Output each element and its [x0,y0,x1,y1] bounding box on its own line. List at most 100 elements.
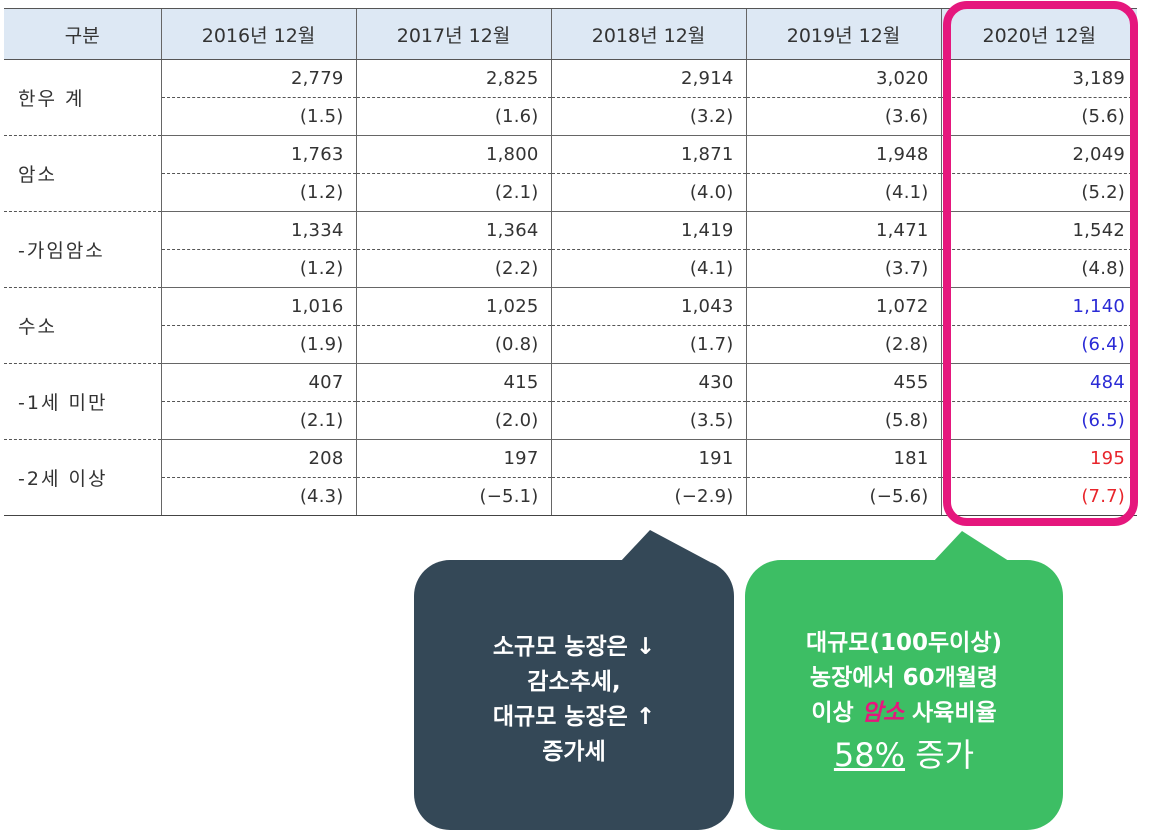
table-cell: 208 [160,439,356,478]
callout-left-tail [620,530,710,562]
table-cell: (5.2) [940,173,1137,212]
table-cell: (7.7) [940,477,1137,516]
table-cell: 1,334 [160,211,356,250]
callout-right-line: 대규모(100두이상) [806,629,1002,656]
table-row: -가임암소 1,334 1,364 1,419 1,471 1,542 [4,211,1137,288]
table-cell: 455 [745,363,941,402]
table-row: 수소 1,016 1,025 1,043 1,072 1,140 [4,287,1137,364]
row-label: -2세 이상 [4,439,161,516]
column-2020-highlight [943,1,1138,526]
table-cell: (2.8) [745,325,941,364]
table-cell: (1.9) [160,325,356,364]
table-cell: 1,043 [550,287,746,326]
callout-right-highlight-line: 58% 증가 [834,735,974,775]
table-cell: (1.2) [160,249,356,288]
callout-right-line: 이상 암소 사육비율 [811,696,996,731]
table-cell: 1,871 [550,135,746,174]
header-category: 구분 [4,8,161,60]
table-cell: (2.1) [160,401,356,440]
table-cell: 407 [160,363,356,402]
table-cell: (1.5) [160,97,356,136]
table-cell: 2,049 [940,135,1137,174]
table-cell: 1,763 [160,135,356,174]
table-cell: (6.5) [940,401,1137,440]
table-cell: (−5.6) [745,477,941,516]
table-cell: 2,914 [550,59,746,98]
callout-right: 대규모(100두이상) 농장에서 60개월령 이상 암소 사육비율 58% 증가 [745,560,1063,830]
table-cell: 1,025 [355,287,551,326]
row-label: 암소 [4,135,161,212]
table-row: -2세 이상 208 197 191 181 195 [4,439,1137,516]
header-row: 구분 2016년 12월 2017년 12월 2018년 12월 2019년 1… [4,8,1137,60]
table-cell: 1,140 [940,287,1137,326]
table-cell: 415 [355,363,551,402]
callout-right-text: 이상 [811,699,862,726]
callout-right-line: 농장에서 60개월령 [809,664,999,691]
table-row-pct: (4.3) (−5.1) (−2.9) (−5.6) (7.7) [4,477,1137,516]
table-cell: (4.1) [550,249,746,288]
callout-left-line: 감소추세, [527,669,621,695]
table-cell: 1,072 [745,287,941,326]
table-cell: 195 [940,439,1137,478]
callout-left-line: 소규모 농장은 ↓ [492,634,656,660]
table-cell: 1,419 [550,211,746,250]
header-2018: 2018년 12월 [550,8,746,60]
header-2016: 2016년 12월 [160,8,356,60]
callout-left-line: 증가세 [542,739,606,765]
callout-right-text: 사육비율 [904,699,997,726]
table-cell: (3.2) [550,97,746,136]
callout-right-text: 증가 [905,735,975,774]
table-cell: (3.7) [745,249,941,288]
table-cell: 3,020 [745,59,941,98]
table-cell: (4.3) [160,477,356,516]
table-cell: 1,364 [355,211,551,250]
table-row-pct: (2.1) (2.0) (3.5) (5.8) (6.5) [4,401,1137,440]
table-cell: 1,948 [745,135,941,174]
table-cell: (4.8) [940,249,1137,288]
callout-right-percent: 58% [833,735,906,774]
table-cell: 191 [550,439,746,478]
table-cell: (5.6) [940,97,1137,136]
table-row-pct: (1.9) (0.8) (1.7) (2.8) (6.4) [4,325,1137,364]
cattle-stats-table: 구분 2016년 12월 2017년 12월 2018년 12월 2019년 1… [4,8,1137,516]
table-cell: 1,016 [160,287,356,326]
table-row-pct: (1.2) (2.1) (4.0) (4.1) (5.2) [4,173,1137,212]
table-cell: 1,542 [940,211,1137,250]
callout-right-emphasis: 암소 [861,699,904,726]
table-cell: 2,825 [355,59,551,98]
table-cell: (6.4) [940,325,1137,364]
table-cell: 1,471 [745,211,941,250]
table-cell: 2,779 [160,59,356,98]
table-cell: (1.7) [550,325,746,364]
table-row: 한우 계 2,779 2,825 2,914 3,020 3,189 [4,59,1137,136]
table-cell: (4.0) [550,173,746,212]
row-label: 한우 계 [4,59,161,136]
table-cell: (−2.9) [550,477,746,516]
table-cell: (3.6) [745,97,941,136]
table-cell: (2.0) [355,401,551,440]
table-row: 암소 1,763 1,800 1,871 1,948 2,049 [4,135,1137,212]
table-cell: 484 [940,363,1137,402]
table-row-pct: (1.5) (1.6) (3.2) (3.6) (5.6) [4,97,1137,136]
table-cell: (3.5) [550,401,746,440]
table-cell: 181 [745,439,941,478]
table-cell: (1.6) [355,97,551,136]
row-label: -가임암소 [4,211,161,288]
table-cell: (1.2) [160,173,356,212]
header-2017: 2017년 12월 [355,8,551,60]
callout-left-line: 대규모 농장은 ↑ [492,704,656,730]
row-label: -1세 미만 [4,363,161,440]
table-row-pct: (1.2) (2.2) (4.1) (3.7) (4.8) [4,249,1137,288]
header-2019: 2019년 12월 [745,8,941,60]
table-cell: (−5.1) [355,477,551,516]
table-row: -1세 미만 407 415 430 455 484 [4,363,1137,440]
table-cell: 197 [355,439,551,478]
table-cell: (0.8) [355,325,551,364]
callout-right-tail [932,531,1012,563]
table-cell: 1,800 [355,135,551,174]
row-label: 수소 [4,287,161,364]
table-cell: 3,189 [940,59,1137,98]
header-2020: 2020년 12월 [940,8,1137,60]
callout-left: 소규모 농장은 ↓ 감소추세, 대규모 농장은 ↑ 증가세 [414,560,734,830]
table-cell: (2.2) [355,249,551,288]
